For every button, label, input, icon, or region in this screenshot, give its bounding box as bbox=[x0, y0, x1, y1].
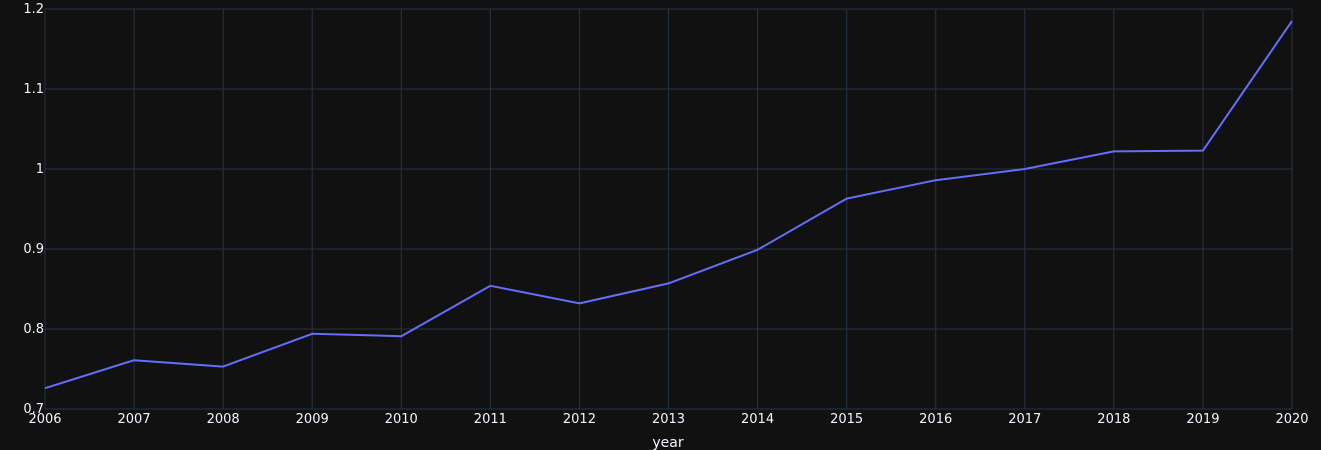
y-tick-label-0.9: 0.9 bbox=[23, 242, 44, 257]
x-tick-label-2011: 2011 bbox=[474, 412, 507, 427]
x-tick-label-2015: 2015 bbox=[830, 412, 863, 427]
x-tick-label-2006: 2006 bbox=[28, 412, 61, 427]
x-tick-label-2014: 2014 bbox=[741, 412, 774, 427]
x-tick-label-2010: 2010 bbox=[385, 412, 418, 427]
x-tick-label-2008: 2008 bbox=[207, 412, 240, 427]
y-tick-label-1.2: 1.2 bbox=[23, 2, 44, 17]
x-tick-label-2013: 2013 bbox=[652, 412, 685, 427]
y-tick-label-1.1: 1.1 bbox=[23, 82, 44, 97]
x-tick-label-2016: 2016 bbox=[919, 412, 952, 427]
y-tick-label-0.8: 0.8 bbox=[23, 322, 44, 337]
y-axis-ticks: 0.7 0.8 0.9 1 1.1 1.2 bbox=[23, 2, 44, 417]
x-axis-ticks: 2006 2007 2008 2009 2010 2011 2012 2013 2014 2015… bbox=[28, 412, 1308, 427]
y-tick-label-0.7: 0.7 bbox=[23, 402, 44, 417]
x-tick-label-2012: 2012 bbox=[563, 412, 596, 427]
x-tick-label-2007: 2007 bbox=[118, 412, 151, 427]
y-tick-label-1: 1 bbox=[36, 162, 44, 177]
x-tick-label-2020: 2020 bbox=[1275, 412, 1308, 427]
x-tick-label-2017: 2017 bbox=[1008, 412, 1041, 427]
x-tick-label-2009: 2009 bbox=[296, 412, 329, 427]
x-tick-label-2019: 2019 bbox=[1186, 412, 1219, 427]
x-axis-title: year bbox=[652, 435, 683, 450]
grid-layer bbox=[44, 8, 1293, 410]
series-line-0 bbox=[44, 20, 1293, 390]
x-tick-label-2018: 2018 bbox=[1097, 412, 1130, 427]
series-layer bbox=[44, 20, 1293, 390]
